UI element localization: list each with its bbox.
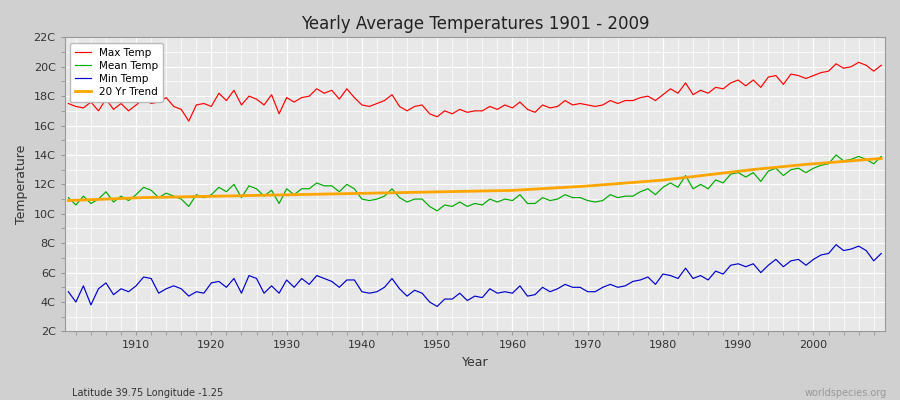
- 20 Yr Trend: [507, 188, 517, 193]
- 20 Yr Trend: [289, 192, 300, 197]
- Min Temp: [63, 289, 74, 294]
- Mean Temp: [876, 154, 886, 159]
- Mean Temp: [63, 195, 74, 200]
- Max Temp: [341, 86, 352, 91]
- Line: Max Temp: Max Temp: [68, 62, 881, 121]
- 20 Yr Trend: [334, 191, 345, 196]
- Max Temp: [515, 100, 526, 104]
- Min Temp: [507, 291, 517, 296]
- Min Temp: [605, 282, 616, 287]
- Text: Latitude 39.75 Longitude -1.25: Latitude 39.75 Longitude -1.25: [72, 388, 223, 398]
- Max Temp: [876, 63, 886, 68]
- Text: worldspecies.org: worldspecies.org: [805, 388, 886, 398]
- Mean Temp: [605, 192, 616, 197]
- 20 Yr Trend: [598, 182, 608, 187]
- 20 Yr Trend: [500, 188, 510, 193]
- Max Temp: [123, 108, 134, 113]
- Line: 20 Yr Trend: 20 Yr Trend: [68, 158, 881, 200]
- Max Temp: [296, 95, 307, 100]
- X-axis label: Year: Year: [462, 356, 488, 369]
- Max Temp: [184, 119, 194, 124]
- 20 Yr Trend: [876, 156, 886, 161]
- Mean Temp: [515, 192, 526, 197]
- Mean Temp: [334, 189, 345, 194]
- Min Temp: [876, 251, 886, 256]
- Mean Temp: [831, 152, 842, 157]
- Max Temp: [507, 106, 517, 110]
- Min Temp: [334, 285, 345, 290]
- Min Temp: [515, 284, 526, 288]
- Line: Mean Temp: Mean Temp: [68, 155, 881, 211]
- Y-axis label: Temperature: Temperature: [15, 145, 28, 224]
- Mean Temp: [123, 198, 134, 203]
- Mean Temp: [432, 208, 443, 213]
- Max Temp: [63, 101, 74, 106]
- Mean Temp: [507, 198, 517, 203]
- Min Temp: [289, 285, 300, 290]
- Min Temp: [123, 289, 134, 294]
- Legend: Max Temp, Mean Temp, Min Temp, 20 Yr Trend: Max Temp, Mean Temp, Min Temp, 20 Yr Tre…: [70, 42, 163, 102]
- 20 Yr Trend: [63, 198, 74, 203]
- Title: Yearly Average Temperatures 1901 - 2009: Yearly Average Temperatures 1901 - 2009: [301, 15, 649, 33]
- Mean Temp: [289, 192, 300, 197]
- Min Temp: [831, 242, 842, 247]
- Min Temp: [432, 304, 443, 309]
- 20 Yr Trend: [123, 196, 134, 200]
- Line: Min Temp: Min Temp: [68, 245, 881, 306]
- Max Temp: [853, 60, 864, 65]
- Max Temp: [605, 98, 616, 103]
